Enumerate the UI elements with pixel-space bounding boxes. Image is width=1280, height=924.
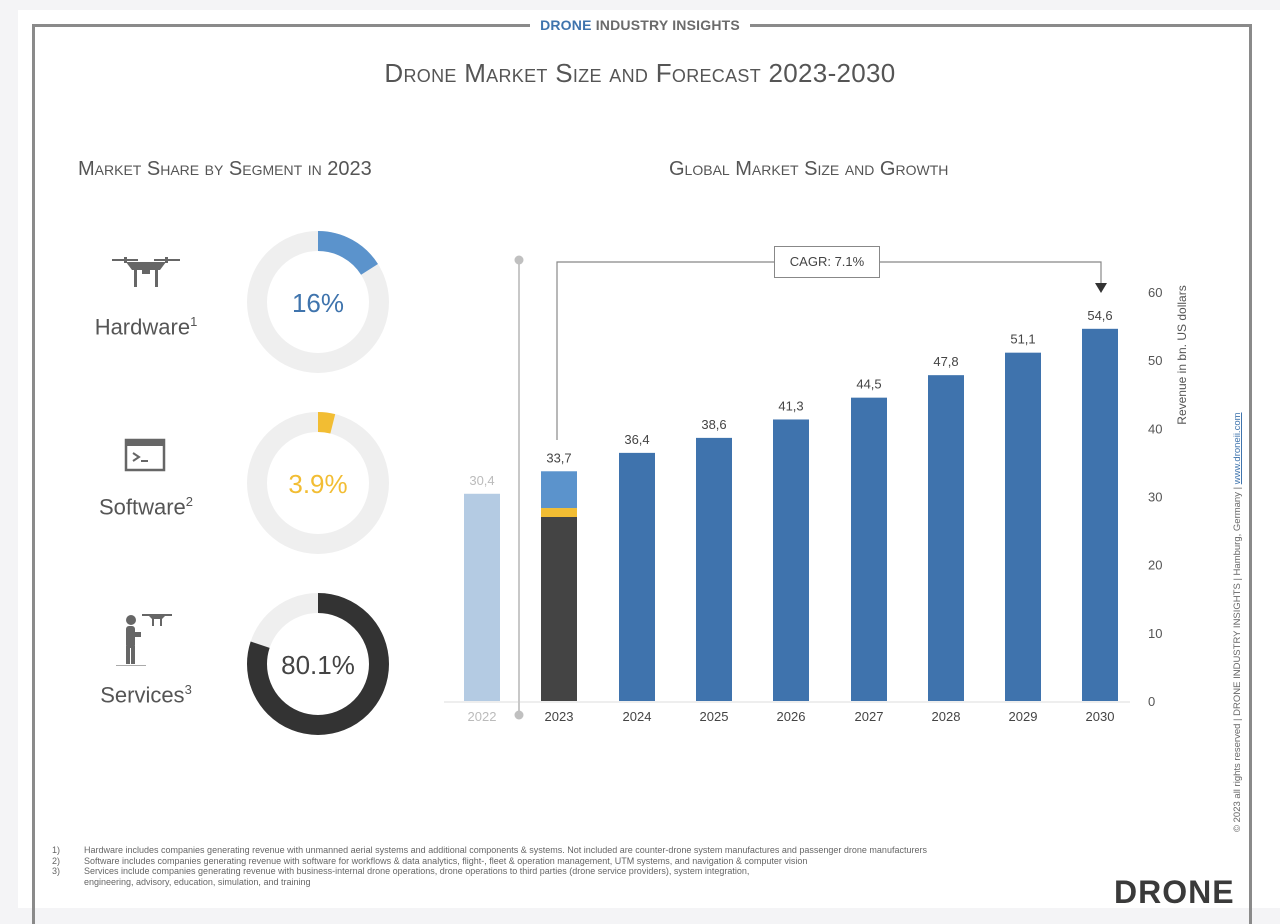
- brand-drone: DRONE: [540, 17, 596, 33]
- cagr-bracket-left: [556, 261, 774, 440]
- terminal-window-icon: [124, 438, 166, 472]
- y-axis-label: Revenue in bn. US dollars: [1175, 285, 1189, 424]
- donut-value-services: 80.1%: [281, 650, 355, 680]
- bar-2027: [851, 397, 887, 701]
- bar-2023-hardware: [541, 471, 577, 509]
- divider-top-dot: [514, 255, 524, 265]
- y-tick-label-30: 30: [1148, 490, 1162, 505]
- cagr-arrow-icon: [1095, 283, 1107, 293]
- cagr-bracket-right: [880, 261, 1102, 284]
- bar-2022: [464, 493, 500, 701]
- x-tick-label-2025: 2025: [700, 709, 729, 724]
- footnote-3: 3) Services include companies generating …: [52, 866, 750, 876]
- footnote-3-cont: engineering, advisory, education, simula…: [84, 876, 311, 887]
- x-tick-label-2026: 2026: [777, 709, 806, 724]
- segment-label-hardware: Hardware1: [94, 314, 198, 340]
- left-panel-heading: Market Share by Segment in 2023: [78, 158, 372, 180]
- cagr-annotation: CAGR: 7.1%: [774, 246, 880, 278]
- brand-industry: INDUSTRY: [595, 17, 673, 33]
- donut-arc-services: [247, 593, 389, 735]
- x-tick-label-2023: 2023: [545, 709, 574, 724]
- footer-brand-logo: DRONE: [1114, 874, 1235, 910]
- x-tick-label-2028: 2028: [932, 709, 961, 724]
- drone-pilot-icon: [116, 614, 172, 666]
- donut-services: [247, 593, 389, 735]
- donut-arc-software: [247, 412, 389, 554]
- bar-2023-software: [541, 508, 577, 517]
- website-link[interactable]: www.droneii.com: [1232, 412, 1243, 485]
- donut-arc-hardware: [247, 231, 389, 373]
- x-tick-label-2022: 2022: [468, 709, 497, 724]
- right-panel-heading: Global Market Size and Growth: [669, 158, 949, 180]
- bar-2028: [928, 375, 964, 701]
- value-label-2025: 38,6: [701, 417, 726, 432]
- copyright-credit: © 2023 all rights reserved | DRONE INDUS…: [1232, 412, 1243, 832]
- bar-2024: [619, 452, 655, 701]
- donut-value-hardware: 16%: [291, 288, 345, 318]
- y-tick-label-40: 40: [1148, 421, 1162, 436]
- y-tick-label-10: 10: [1148, 626, 1162, 641]
- drone-icon: [112, 257, 180, 287]
- y-tick-label-0: 0: [1148, 694, 1155, 709]
- y-tick-label-50: 50: [1148, 353, 1162, 368]
- bar-2023-services: [541, 516, 577, 701]
- y-tick-label-60: 60: [1148, 285, 1162, 300]
- value-label-2024: 36,4: [624, 432, 649, 447]
- x-tick-label-2027: 2027: [855, 709, 884, 724]
- value-label-2022: 30,4: [469, 473, 494, 488]
- donut-hardware: [247, 231, 389, 373]
- donut-software: [247, 412, 389, 554]
- footnote-1: 1) Hardware includes companies generating…: [52, 845, 927, 855]
- brand-header: DRONE INDUSTRY INSIGHTS: [530, 17, 750, 33]
- x-tick-label-2030: 2030: [1086, 709, 1115, 724]
- value-label-2023: 33,7: [546, 450, 571, 465]
- donut-value-software: 3.9%: [288, 469, 348, 499]
- value-label-2030: 54,6: [1087, 308, 1112, 323]
- bar-2029: [1005, 352, 1041, 701]
- value-label-2029: 51,1: [1010, 332, 1035, 347]
- bar-2030: [1082, 328, 1118, 701]
- segment-label-services: Services3: [100, 682, 192, 708]
- footnote-2: 2) Software includes companies generating…: [52, 855, 808, 866]
- value-label-2028: 47,8: [933, 354, 958, 369]
- bar-2025: [696, 437, 732, 701]
- footnotes: 1) Hardware includes companies generating…: [52, 845, 927, 887]
- x-tick-label-2029: 2029: [1009, 709, 1038, 724]
- divider-bottom-dot: [514, 710, 524, 720]
- segment-label-software: Software2: [98, 494, 194, 520]
- value-label-2026: 41,3: [778, 398, 803, 413]
- y-tick-label-20: 20: [1148, 558, 1162, 573]
- x-tick-label-2024: 2024: [623, 709, 652, 724]
- brand-insights: INSIGHTS: [672, 17, 740, 33]
- bar-2026: [773, 419, 809, 701]
- page-title: Drone Market Size and Forecast 2023-2030: [384, 58, 896, 88]
- value-label-2027: 44,5: [856, 377, 881, 392]
